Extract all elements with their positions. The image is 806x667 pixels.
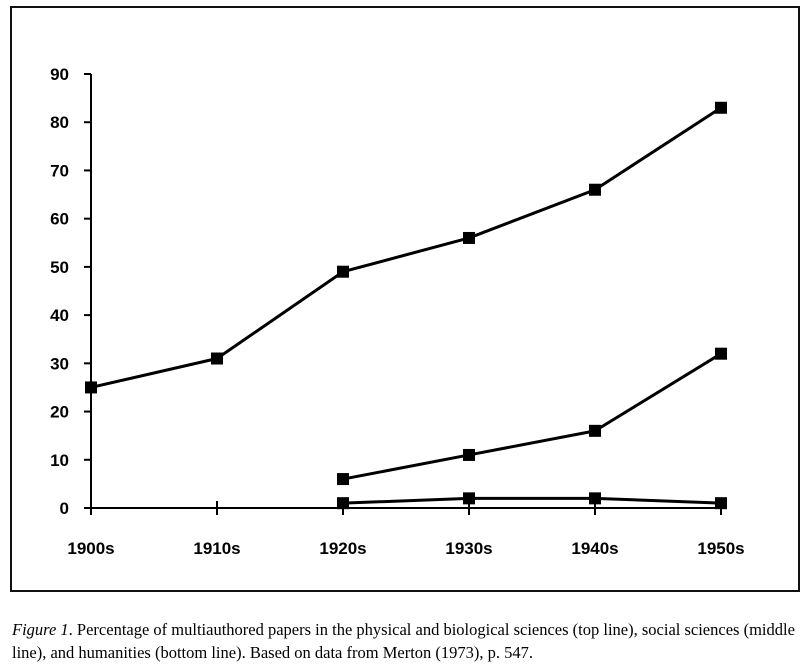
data-point-marker bbox=[211, 352, 223, 365]
series-2 bbox=[337, 347, 727, 486]
x-tick-label: 1900s bbox=[67, 539, 114, 558]
series-line bbox=[342, 496, 722, 505]
y-tick-label: 20 bbox=[50, 403, 69, 422]
y-tick-label: 30 bbox=[50, 354, 69, 373]
y-tick-label: 50 bbox=[50, 258, 69, 277]
data-point-marker bbox=[337, 265, 349, 278]
series-3 bbox=[337, 492, 727, 510]
y-tick-label: 70 bbox=[50, 161, 69, 180]
y-tick-label: 60 bbox=[50, 210, 69, 229]
x-tick-label: 1940s bbox=[571, 539, 618, 558]
series-line bbox=[90, 106, 722, 389]
line-chart: 0 10 20 30 40 50 60 70 80 90 1900s 1910s 1920s 1930s 1… bbox=[50, 65, 745, 558]
y-tick-label: 40 bbox=[50, 306, 69, 325]
x-tick-label: 1910s bbox=[193, 539, 240, 558]
y-tick-label: 80 bbox=[50, 113, 69, 132]
figure-label: Figure 1 bbox=[12, 620, 69, 639]
series-1 bbox=[85, 101, 727, 394]
data-point-marker bbox=[337, 497, 349, 510]
x-tick-label: 1950s bbox=[697, 539, 744, 558]
y-tick-label: 0 bbox=[60, 499, 69, 518]
x-tick-label: 1920s bbox=[319, 539, 366, 558]
caption-text: . Percentage of multiauthored papers in … bbox=[12, 620, 795, 662]
data-point-marker bbox=[715, 347, 727, 360]
data-point-marker bbox=[463, 448, 475, 461]
data-point-marker bbox=[589, 492, 601, 505]
y-tick-label: 10 bbox=[50, 451, 69, 470]
y-tick-label: 90 bbox=[50, 65, 69, 84]
chart-frame: 0 10 20 30 40 50 60 70 80 90 1900s 1910s 1920s 1930s 1… bbox=[10, 6, 800, 592]
data-point-marker bbox=[715, 497, 727, 510]
data-point-marker bbox=[589, 183, 601, 196]
data-point-marker bbox=[715, 101, 727, 114]
series-layer bbox=[85, 101, 727, 510]
data-point-marker bbox=[463, 231, 475, 244]
data-point-marker bbox=[463, 492, 475, 505]
data-point-marker bbox=[589, 424, 601, 437]
data-point-marker bbox=[337, 473, 349, 486]
axes: 0 10 20 30 40 50 60 70 80 90 1900s 1910s 1920s 1930s 1… bbox=[50, 65, 745, 558]
series-line bbox=[342, 352, 722, 481]
x-tick-label: 1930s bbox=[445, 539, 492, 558]
data-point-marker bbox=[85, 381, 97, 394]
figure-caption: Figure 1. Percentage of multiauthored pa… bbox=[12, 618, 802, 664]
